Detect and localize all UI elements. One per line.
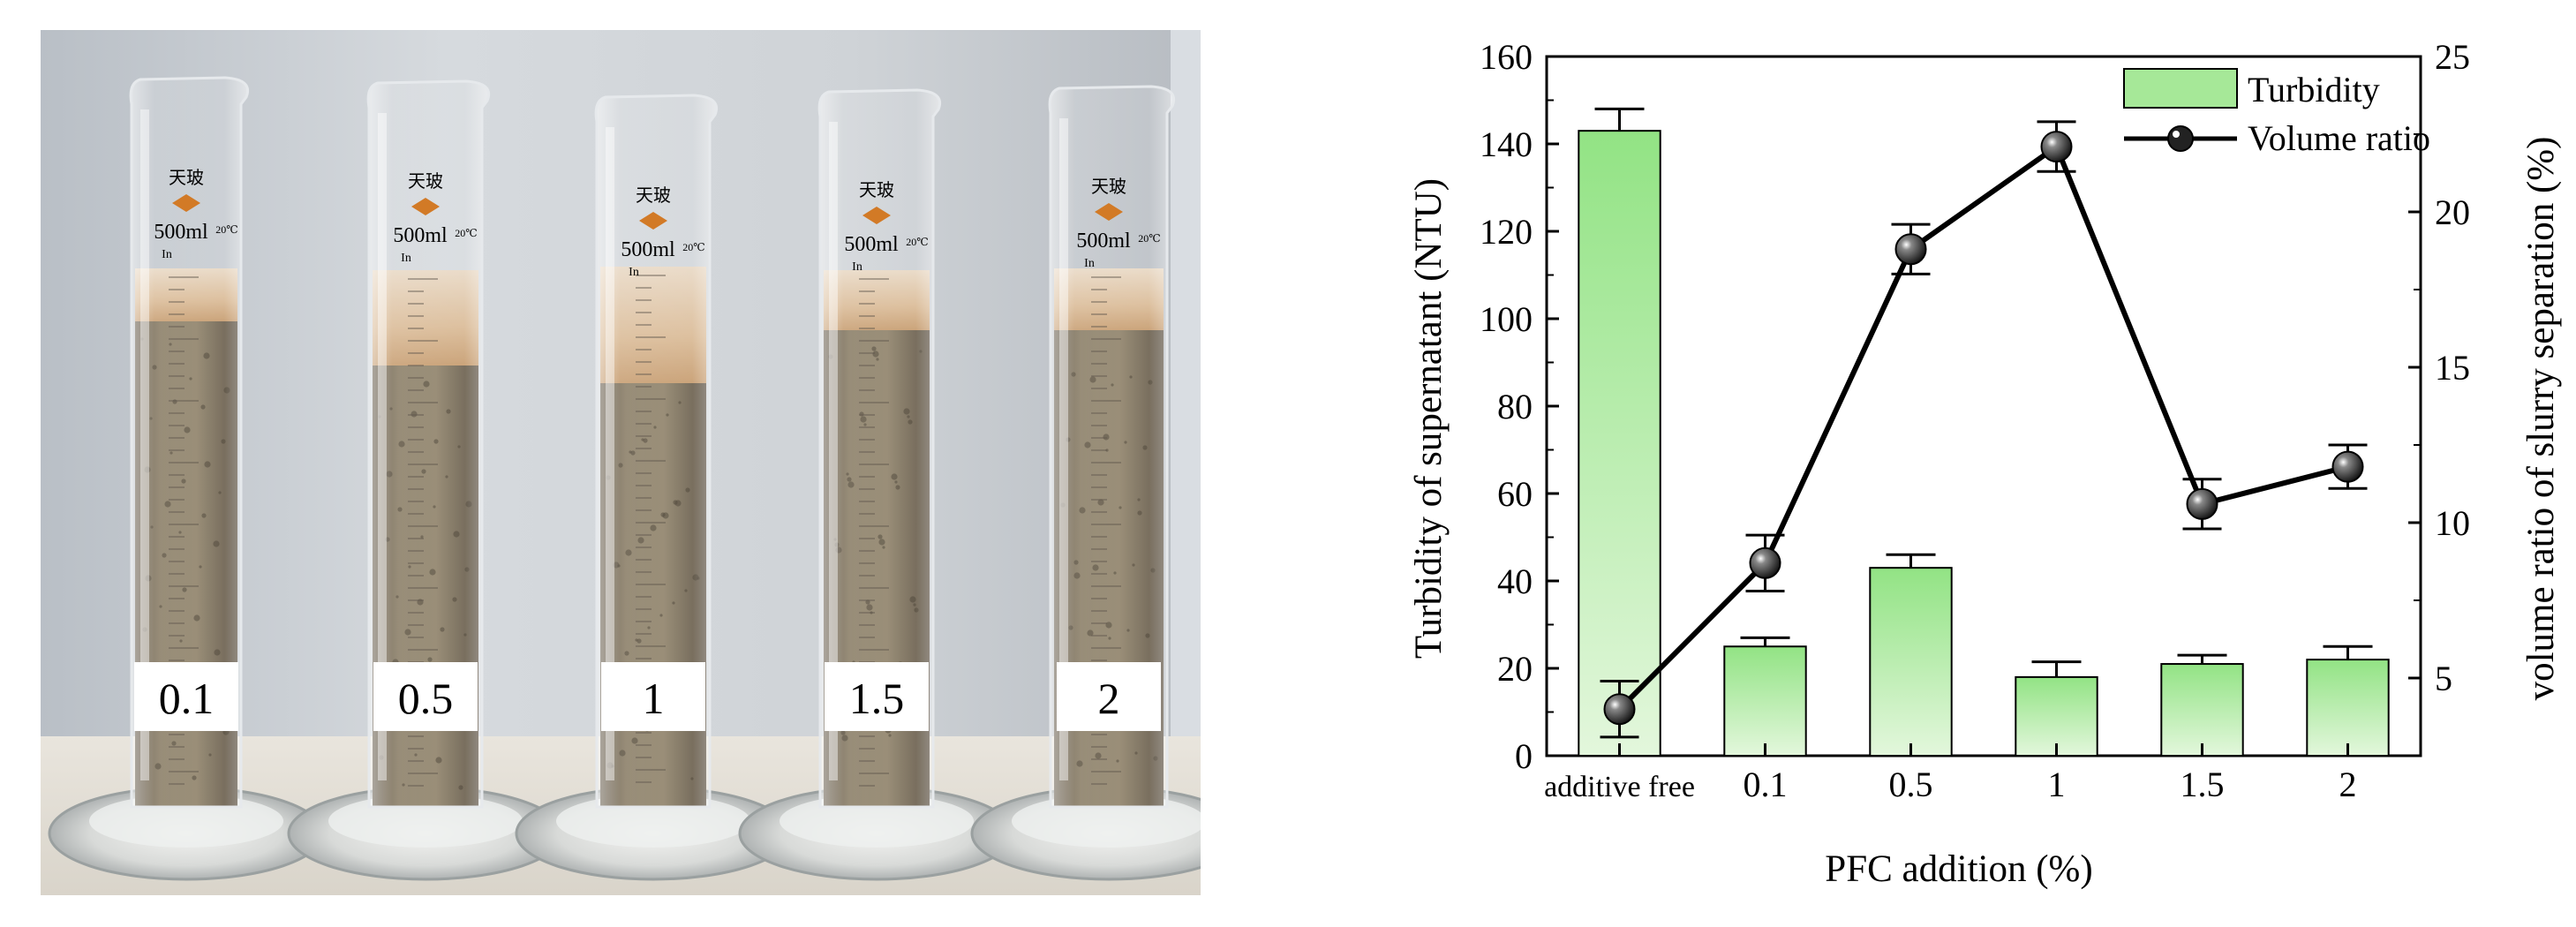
volume-ratio-point bbox=[2331, 450, 2364, 483]
cylinder-temp-mark: 20℃ bbox=[215, 223, 237, 236]
volume-ratio-point bbox=[2186, 487, 2218, 520]
turbidity-volume-chart: 0 20 40 60 80 100 120 140 160 5 10 15 20 25 additive f… bbox=[1408, 37, 2562, 890]
cylinder-logo-diamond bbox=[639, 212, 667, 230]
cylinder-volume-mark: 500ml bbox=[844, 233, 899, 256]
volume-ratio-point bbox=[1894, 233, 1927, 266]
y2-tick-label: 20 bbox=[2435, 192, 2470, 232]
graduated-cylinder: 天玻 500ml 20℃ In 1 bbox=[515, 94, 792, 881]
volume-ratio-point bbox=[1603, 693, 1636, 726]
y2-axis-title: volume ratio of slurry separation (%) bbox=[2520, 137, 2562, 701]
glass-reflection bbox=[606, 127, 614, 780]
x-tick-label: additive free bbox=[1544, 771, 1695, 803]
glass-reflection bbox=[1059, 118, 1068, 780]
cylinder-label-card bbox=[601, 662, 705, 731]
y-tick-label: 160 bbox=[1480, 37, 1533, 77]
turbidity-bars bbox=[1578, 107, 2390, 757]
cylinder-label-card bbox=[373, 662, 478, 731]
cylinder-glass bbox=[129, 76, 249, 809]
cylinder-volume-mark: 500ml bbox=[621, 238, 675, 261]
cylinder-label: 0.1 bbox=[159, 674, 215, 723]
cylinder-logo-diamond bbox=[172, 194, 200, 212]
x-tick-label: 0.5 bbox=[1889, 765, 1933, 804]
cylinder-label: 0.5 bbox=[398, 674, 454, 723]
cylinder-volume-mark: 500ml bbox=[393, 224, 448, 247]
cylinder-brand-mark: 天玻 bbox=[408, 171, 443, 192]
legend-swatch-turbidity bbox=[2123, 68, 2238, 109]
x-axis-title: PFC addition (%) bbox=[1825, 848, 2092, 890]
x-tick-label: 1.5 bbox=[2181, 765, 2225, 804]
y-tick-label: 80 bbox=[1497, 387, 1533, 426]
graduated-cylinder: 天玻 500ml 20℃ In 1.5 bbox=[738, 88, 1015, 881]
cylinder-in-mark: In bbox=[629, 266, 639, 279]
turbidity-bar bbox=[2306, 659, 2390, 757]
axis-ticks: 0 20 40 60 80 100 120 140 160 5 10 15 20 25 additive f… bbox=[1480, 37, 2470, 804]
y-tick-label: 140 bbox=[1480, 124, 1533, 164]
cylinder-temp-mark: 20℃ bbox=[906, 236, 928, 248]
y-tick-label: 40 bbox=[1497, 561, 1533, 601]
graduated-cylinder: 天玻 500ml 20℃ In 2 bbox=[970, 85, 1201, 881]
cylinder-volume-mark: 500ml bbox=[1076, 230, 1131, 252]
turbidity-bar bbox=[1723, 645, 1807, 757]
cylinder-brand-mark: 天玻 bbox=[1091, 177, 1126, 197]
cylinder-label-card bbox=[134, 662, 238, 731]
cylinder-glass bbox=[1048, 85, 1175, 809]
cylinder-brand-mark: 天玻 bbox=[636, 185, 671, 206]
turbidity-bar bbox=[2160, 663, 2244, 757]
cylinder-in-mark: In bbox=[1084, 257, 1095, 270]
volume-ratio-point bbox=[2040, 131, 2073, 163]
cylinder-label-card bbox=[825, 662, 929, 731]
volume-ratio-point bbox=[1749, 546, 1781, 579]
y2-tick-label: 15 bbox=[2435, 348, 2470, 388]
cylinder-in-mark: In bbox=[401, 252, 411, 265]
cylinder-logo-diamond bbox=[862, 207, 891, 224]
cylinder-in-mark: In bbox=[852, 260, 862, 274]
y2-tick-label: 25 bbox=[2435, 37, 2470, 77]
cylinder-glass bbox=[366, 79, 490, 809]
x-tick-label: 2 bbox=[2339, 765, 2357, 804]
cylinder-glass bbox=[817, 88, 941, 809]
y-axis-title: Turbidity of supernatant (NTU) bbox=[1408, 178, 1450, 659]
legend-label-volume: Volume ratio bbox=[2248, 118, 2430, 158]
cylinder-temp-mark: 20℃ bbox=[1138, 232, 1160, 245]
cylinder-temp-mark: 20℃ bbox=[455, 227, 477, 239]
legend: Turbidity Volume ratio bbox=[2123, 68, 2430, 158]
volume-ratio-line bbox=[1600, 120, 2368, 739]
cylinder-photo: 天玻 500ml 20℃ In 0.1 天玻 500ml 20℃ In 0.5 天玻 500ml 20℃… bbox=[41, 30, 1201, 895]
cylinder-label: 1.5 bbox=[849, 674, 905, 723]
cylinder-label: 2 bbox=[1098, 674, 1120, 723]
legend-marker-volume bbox=[2167, 125, 2194, 152]
y-tick-label: 120 bbox=[1480, 212, 1533, 252]
y2-tick-label: 10 bbox=[2435, 503, 2470, 543]
volume-ratio-polyline bbox=[1617, 142, 2349, 712]
cylinder-glass bbox=[594, 94, 718, 809]
y-tick-label: 100 bbox=[1480, 299, 1533, 339]
cylinder-brand-mark: 天玻 bbox=[859, 180, 894, 200]
cylinder-logo-diamond bbox=[1095, 203, 1123, 221]
turbidity-bar bbox=[2015, 675, 2098, 757]
legend-label-turbidity: Turbidity bbox=[2248, 70, 2380, 109]
y2-tick-label: 5 bbox=[2435, 659, 2452, 698]
glass-reflection bbox=[829, 122, 838, 780]
cylinder-temp-mark: 20℃ bbox=[682, 241, 704, 253]
graduated-cylinder: 天玻 500ml 20℃ In 0.5 bbox=[287, 79, 564, 881]
cylinder-label-card bbox=[1057, 662, 1161, 731]
glass-reflection bbox=[140, 109, 149, 780]
cylinder-label: 1 bbox=[643, 674, 665, 723]
y-tick-label: 0 bbox=[1515, 736, 1533, 776]
glass-reflection bbox=[378, 113, 387, 780]
legend-marker-highlight bbox=[2173, 131, 2180, 138]
cylinder-volume-mark: 500ml bbox=[154, 221, 208, 244]
turbidity-bar bbox=[1578, 130, 1661, 757]
y-tick-label: 60 bbox=[1497, 474, 1533, 514]
turbidity-bar bbox=[1869, 567, 1953, 757]
cylinder-brand-mark: 天玻 bbox=[169, 168, 204, 188]
cylinder-in-mark: In bbox=[162, 248, 172, 261]
x-tick-label: 0.1 bbox=[1744, 765, 1788, 804]
x-tick-label: 1 bbox=[2048, 765, 2066, 804]
y-tick-label: 20 bbox=[1497, 649, 1533, 689]
graduated-cylinder: 天玻 500ml 20℃ In 0.1 bbox=[48, 76, 325, 881]
cylinder-logo-diamond bbox=[411, 198, 440, 215]
